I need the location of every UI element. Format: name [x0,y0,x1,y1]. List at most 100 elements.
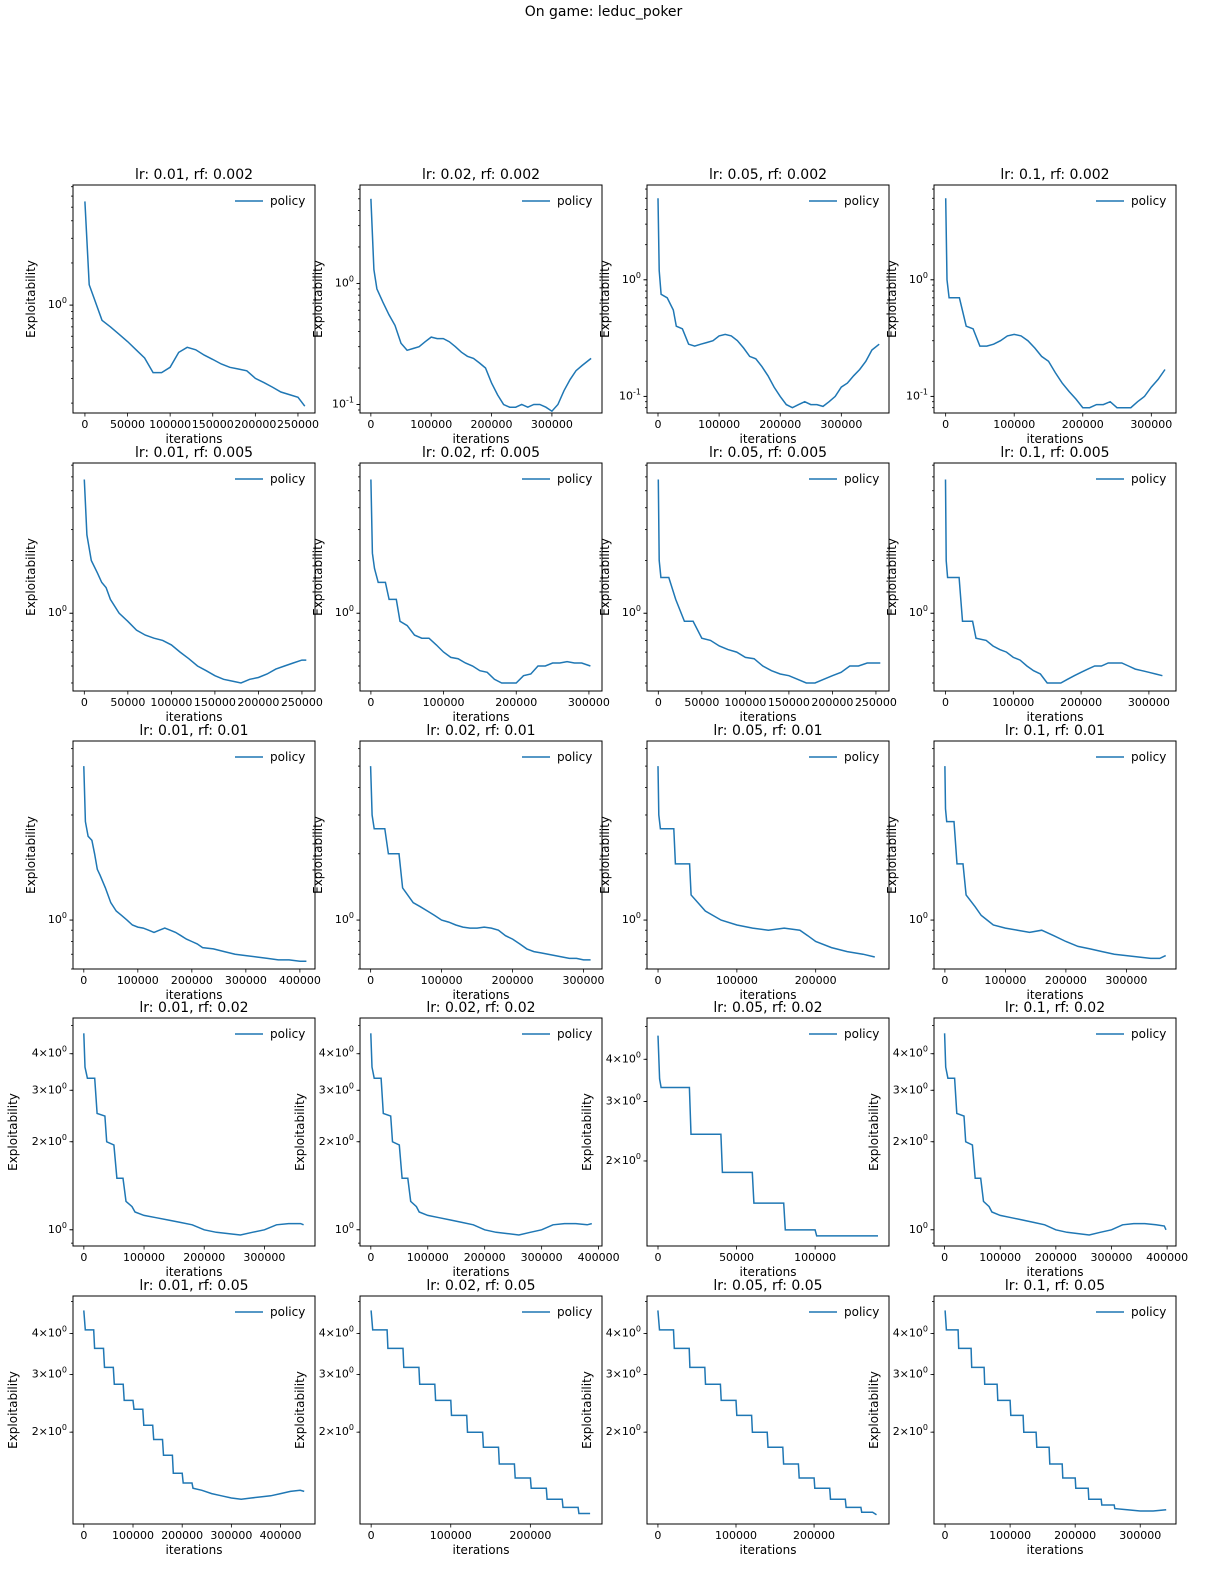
y-axis-label: Exploitability [24,260,38,338]
series-line-policy [83,766,307,963]
subplot-9: lr: 0.01, rf: 0.01 100 0 100000 200000 300000… [24,723,321,1002]
x-tick-label: 200000 [1035,1251,1077,1264]
x-tick-label: 100000 [989,1529,1031,1542]
legend-label: policy [557,194,592,208]
axes-frame [646,1017,890,1247]
series-line-policy [83,479,307,684]
x-tick-label: 100000 [715,1529,757,1542]
series-line-policy [83,1310,305,1500]
x-tick-label: 100000 [149,418,191,431]
subplot-6: lr: 0.02, rf: 0.005 100 0 100000 200000 30000… [311,445,610,724]
series-line-policy [657,1310,877,1516]
y-tick-label: 3×100 [606,1092,641,1108]
axes-frame [359,1017,603,1247]
x-tick-label: 0 [655,696,662,709]
x-axis-label: iterations [740,988,797,1002]
series-line-policy [370,1033,592,1236]
y-tick-label: 100 [335,604,354,620]
y-axis-label: Exploitability [598,538,612,616]
y-tick-label: 100 [335,911,354,927]
y-axis-label: Exploitability [598,260,612,338]
y-tick-label: 100 [622,270,641,286]
y-tick-label: 3×100 [32,1081,67,1097]
y-axis-label: Exploitability [6,1371,20,1449]
axes-frame [646,462,890,692]
x-axis-label: iterations [740,1543,797,1557]
y-axis-label: Exploitability [580,1371,594,1449]
y-axis-label: Exploitability [311,816,325,894]
subplot-title: lr: 0.01, rf: 0.002 [135,167,253,183]
x-tick-label: 200000 [509,1529,551,1542]
y-axis-label: Exploitability [293,1371,307,1449]
subplot-title: lr: 0.05, rf: 0.02 [713,1000,822,1016]
x-tick-label: 100000 [979,1251,1021,1264]
y-tick-label: 3×100 [32,1365,67,1381]
x-tick-label: 200000 [161,1529,203,1542]
axes-frame [933,740,1177,970]
x-tick-label: 0 [367,974,374,987]
x-axis-label: iterations [166,988,223,1002]
y-tick-label: 4×100 [319,1044,354,1060]
x-axis-label: iterations [1027,432,1084,446]
y-tick-label: 10-1 [619,387,641,403]
legend-label: policy [844,750,879,764]
x-tick-label: 100000 [112,1529,154,1542]
axes-frame [933,1017,1177,1247]
series-line-policy [657,766,875,958]
axes-frame [359,740,603,970]
subplot-17: lr: 0.01, rf: 0.05 2×100 3×100 4×100 0 100000… [6,1278,316,1557]
subplot-title: lr: 0.05, rf: 0.002 [709,167,827,183]
subplot-11: lr: 0.05, rf: 0.01 100 0 100000 200000iterat… [598,723,890,1002]
x-tick-label: 300000 [531,418,573,431]
x-tick-label: 300000 [563,974,605,987]
y-tick-label: 100 [48,911,67,927]
x-axis-label: iterations [1027,988,1084,1002]
x-tick-label: 0 [367,1251,374,1264]
x-tick-label: 300000 [1128,696,1170,709]
y-tick-label: 4×100 [893,1044,928,1060]
x-tick-label: 400000 [260,1529,302,1542]
axes-frame [933,1295,1177,1525]
subplot-8: lr: 0.1, rf: 0.005 100 0 100000 200000 300000… [885,445,1177,724]
x-axis-label: iterations [166,432,223,446]
y-tick-label: 2×100 [32,1132,67,1148]
x-tick-label: 50000 [110,418,145,431]
y-axis-label: Exploitability [24,816,38,894]
axes-frame [646,184,890,414]
axes-frame [646,1295,890,1525]
legend-label: policy [270,1027,305,1041]
x-tick-label: 0 [942,696,949,709]
x-tick-label: 100000 [117,974,159,987]
y-tick-label: 100 [622,604,641,620]
axes-frame [72,462,316,692]
legend-label: policy [1131,1027,1166,1041]
subplot-title: lr: 0.1, rf: 0.005 [1000,445,1109,461]
legend-label: policy [557,750,592,764]
subplot-4: lr: 0.1, rf: 0.002 10-1 100 0 100000 200000 30… [885,167,1177,446]
legend-label: policy [1131,1305,1166,1319]
series-line-policy [83,1033,304,1236]
legend-label: policy [557,472,592,486]
x-tick-label: 400000 [279,974,321,987]
x-tick-label: 200000 [1060,696,1102,709]
y-tick-label: 2×100 [893,1132,928,1148]
subplot-title: lr: 0.1, rf: 0.01 [1005,723,1105,739]
subplot-title: lr: 0.02, rf: 0.02 [426,1000,535,1016]
y-tick-label: 100 [909,1220,928,1236]
y-tick-label: 3×100 [606,1365,641,1381]
subplot-title: lr: 0.01, rf: 0.02 [139,1000,248,1016]
x-tick-label: 100000 [430,1529,472,1542]
subplot-title: lr: 0.02, rf: 0.005 [422,445,540,461]
legend-label: policy [844,1305,879,1319]
x-tick-label: 0 [942,1529,949,1542]
legend-label: policy [1131,194,1166,208]
y-axis-label: Exploitability [598,816,612,894]
x-tick-label: 200000 [464,1251,506,1264]
x-tick-label: 200000 [811,696,853,709]
x-tick-label: 200000 [234,418,276,431]
x-tick-label: 0 [655,974,662,987]
axes-frame [933,462,1177,692]
y-axis-label: Exploitability [293,1093,307,1171]
subplot-16: lr: 0.1, rf: 0.02 100 2×100 3×100 4×100 0 1000… [867,1000,1188,1279]
